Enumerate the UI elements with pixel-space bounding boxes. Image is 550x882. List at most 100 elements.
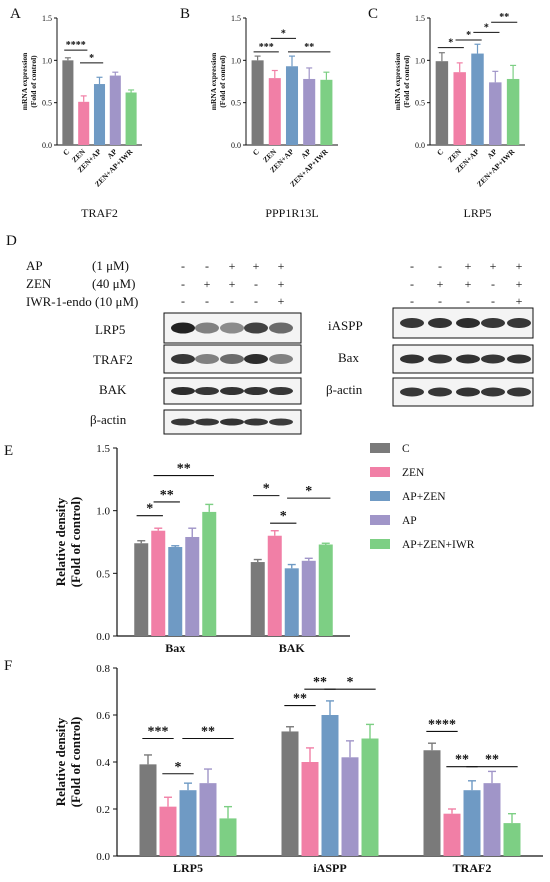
significance-label: * bbox=[448, 38, 453, 49]
significance-label: ** bbox=[201, 725, 215, 740]
bar bbox=[78, 101, 90, 145]
y-tick-label: 1.5 bbox=[42, 14, 52, 23]
legend-label: C bbox=[402, 443, 410, 455]
bar bbox=[423, 750, 441, 856]
blot-band bbox=[456, 318, 480, 328]
chart-title: PPP1R13L bbox=[265, 206, 318, 220]
y-tick-label: 0.5 bbox=[231, 99, 241, 108]
band-label-iaspp: iASPP bbox=[328, 318, 363, 333]
y-tick-label: 0.2 bbox=[96, 804, 110, 816]
blot-band bbox=[507, 354, 531, 364]
treatment-sign: + bbox=[465, 259, 472, 273]
bar bbox=[489, 82, 502, 145]
blot-band bbox=[171, 418, 195, 426]
blot-band bbox=[481, 354, 505, 364]
bar bbox=[268, 78, 281, 145]
legend-swatch bbox=[370, 515, 390, 525]
band-label-bak: BAK bbox=[99, 382, 127, 397]
bar bbox=[159, 806, 177, 856]
significance-label: ** bbox=[499, 12, 509, 23]
blot-band bbox=[220, 387, 244, 395]
significance-label: *** bbox=[259, 42, 274, 53]
legend-label: ZEN bbox=[402, 467, 425, 479]
x-tick-label: TRAF2 bbox=[453, 861, 492, 875]
y-axis-label: mRNA expression bbox=[20, 52, 29, 110]
bar bbox=[202, 511, 217, 636]
blot-band bbox=[269, 354, 293, 364]
legend: C ZEN AP+ZEN AP AP+ZEN+IWR bbox=[370, 443, 475, 551]
treatment-label-zen: ZEN bbox=[26, 276, 52, 291]
significance-label: * bbox=[484, 22, 489, 33]
band-label-lrp5: LRP5 bbox=[95, 322, 125, 337]
treatment-sign: - bbox=[491, 294, 495, 308]
panel-letter-a: A bbox=[10, 6, 21, 22]
significance-label: *** bbox=[148, 725, 169, 740]
bar bbox=[139, 764, 157, 856]
treatment-sign: - bbox=[410, 277, 414, 291]
y-axis-label: (Fold of control) bbox=[218, 55, 227, 108]
bar bbox=[321, 715, 339, 856]
treatment-sign: + bbox=[516, 259, 523, 273]
treatment-sign: + bbox=[204, 277, 211, 291]
blot-band bbox=[456, 387, 480, 397]
treatment-conc-ap: (1 μM) bbox=[92, 258, 129, 273]
y-axis-label: Relative density bbox=[53, 717, 68, 806]
significance-label: ** bbox=[177, 462, 191, 477]
y-tick-label: 1.5 bbox=[415, 14, 425, 23]
panel-letter-c: C bbox=[368, 6, 378, 22]
significance-label: * bbox=[466, 30, 471, 41]
bar bbox=[303, 78, 316, 145]
significance-label: * bbox=[175, 760, 182, 775]
bar bbox=[318, 544, 333, 636]
treatment-sign: + bbox=[229, 277, 236, 291]
significance-label: * bbox=[263, 482, 270, 497]
treatment-label-ap: AP bbox=[26, 258, 43, 273]
bar bbox=[506, 78, 520, 145]
treatment-sign: + bbox=[278, 259, 285, 273]
y-axis-label: (Fold of control) bbox=[68, 717, 83, 808]
y-tick-label: 1.5 bbox=[96, 443, 110, 455]
blot-band bbox=[244, 354, 268, 364]
bar bbox=[281, 731, 299, 856]
blot-band bbox=[244, 387, 268, 395]
treatment-sign: - bbox=[181, 259, 185, 273]
bar bbox=[219, 818, 237, 856]
y-tick-label: 1.0 bbox=[42, 56, 52, 65]
significance-label: * bbox=[146, 502, 153, 517]
bar bbox=[62, 60, 74, 146]
y-axis-label: Relative density bbox=[53, 497, 68, 586]
bar bbox=[301, 560, 316, 636]
bar bbox=[320, 79, 333, 145]
y-tick-label: 0.0 bbox=[42, 141, 52, 150]
treatment-sign: - bbox=[410, 294, 414, 308]
treatment-sign: + bbox=[465, 277, 472, 291]
y-tick-label: 0.4 bbox=[96, 757, 110, 769]
blot-band bbox=[195, 387, 219, 395]
treatment-sign: + bbox=[516, 277, 523, 291]
significance-label: * bbox=[347, 675, 354, 690]
chart-bax-bak-density: 0.0 0.5 1.0 1.5 Relative density (Fold of con… bbox=[53, 443, 350, 655]
bar bbox=[168, 547, 183, 636]
chart-title: LRP5 bbox=[463, 206, 491, 220]
significance-label: ** bbox=[304, 42, 314, 53]
bar bbox=[453, 72, 466, 145]
blot-band bbox=[507, 318, 531, 328]
significance-label: ** bbox=[485, 753, 499, 768]
y-axis-label: mRNA expression bbox=[209, 52, 218, 110]
legend-swatch bbox=[370, 467, 390, 477]
treatment-sign: - bbox=[205, 294, 209, 308]
legend-label: AP bbox=[402, 515, 417, 527]
bar bbox=[109, 75, 121, 145]
significance-label: **** bbox=[66, 40, 86, 51]
panel-letter-f: F bbox=[4, 658, 12, 674]
chart-ppp1r13l-mrna: 0.0 0.5 1.0 1.5 mRNA expression (Fold of cont… bbox=[209, 14, 338, 220]
bar bbox=[443, 813, 461, 856]
bar bbox=[471, 53, 484, 146]
legend-swatch bbox=[370, 491, 390, 501]
blot-band bbox=[171, 322, 195, 334]
y-tick-label: 0.0 bbox=[96, 631, 110, 643]
blot-band bbox=[428, 318, 452, 328]
treatment-sign: - bbox=[181, 277, 185, 291]
blot-band bbox=[195, 354, 219, 364]
treatment-sign: + bbox=[516, 294, 523, 308]
